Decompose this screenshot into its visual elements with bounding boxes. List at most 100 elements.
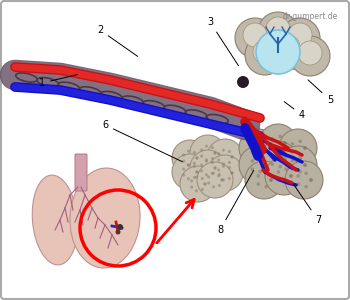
Circle shape	[257, 174, 260, 178]
Circle shape	[279, 129, 317, 167]
Circle shape	[251, 167, 254, 171]
Circle shape	[289, 174, 293, 178]
Circle shape	[214, 152, 217, 154]
Circle shape	[205, 160, 208, 163]
Circle shape	[182, 167, 185, 170]
Circle shape	[271, 145, 274, 149]
Circle shape	[196, 170, 198, 173]
Circle shape	[309, 178, 313, 182]
Circle shape	[193, 176, 196, 179]
Text: 5: 5	[308, 80, 333, 105]
Text: 7: 7	[294, 184, 321, 225]
Circle shape	[276, 170, 280, 174]
Circle shape	[205, 173, 208, 176]
Circle shape	[187, 164, 190, 167]
Circle shape	[214, 167, 217, 170]
Circle shape	[180, 166, 216, 202]
Circle shape	[303, 146, 307, 150]
Text: 6: 6	[102, 120, 182, 162]
Circle shape	[228, 177, 231, 180]
Circle shape	[235, 18, 275, 58]
Circle shape	[258, 157, 262, 160]
Text: 2: 2	[97, 25, 138, 56]
Circle shape	[278, 165, 282, 169]
Circle shape	[276, 178, 280, 182]
Circle shape	[298, 170, 302, 173]
Circle shape	[197, 162, 233, 198]
Circle shape	[203, 182, 206, 185]
Circle shape	[271, 154, 274, 158]
Circle shape	[116, 230, 120, 235]
Circle shape	[264, 185, 268, 188]
Circle shape	[231, 172, 233, 175]
Circle shape	[279, 146, 317, 184]
Circle shape	[187, 163, 190, 166]
Ellipse shape	[70, 168, 140, 268]
Circle shape	[203, 182, 206, 185]
Circle shape	[220, 178, 224, 182]
Circle shape	[200, 154, 203, 158]
Circle shape	[263, 146, 267, 150]
Circle shape	[257, 182, 260, 186]
Circle shape	[289, 174, 293, 178]
Circle shape	[217, 152, 220, 155]
Circle shape	[258, 12, 298, 52]
FancyBboxPatch shape	[75, 154, 87, 191]
Circle shape	[172, 140, 208, 176]
Circle shape	[263, 146, 267, 150]
Circle shape	[190, 150, 226, 186]
Circle shape	[228, 150, 231, 153]
Ellipse shape	[32, 175, 78, 265]
Circle shape	[190, 135, 226, 171]
Circle shape	[303, 146, 307, 150]
Circle shape	[190, 179, 193, 182]
Circle shape	[303, 163, 307, 167]
Circle shape	[211, 146, 214, 149]
Circle shape	[217, 175, 220, 178]
Circle shape	[259, 141, 297, 179]
Circle shape	[214, 152, 217, 154]
Circle shape	[182, 173, 185, 176]
Circle shape	[280, 18, 320, 58]
Circle shape	[304, 185, 308, 188]
Circle shape	[258, 153, 262, 157]
Circle shape	[193, 151, 196, 154]
Circle shape	[237, 76, 249, 88]
Circle shape	[283, 141, 287, 145]
Circle shape	[231, 155, 233, 158]
Circle shape	[266, 17, 290, 41]
Text: 1: 1	[39, 75, 77, 88]
Circle shape	[205, 158, 208, 161]
Circle shape	[304, 172, 308, 175]
Circle shape	[190, 185, 193, 188]
Circle shape	[284, 167, 288, 171]
Circle shape	[290, 167, 294, 171]
Circle shape	[207, 182, 210, 184]
Circle shape	[117, 224, 123, 230]
Circle shape	[253, 40, 277, 64]
Circle shape	[200, 164, 203, 166]
Circle shape	[201, 177, 204, 180]
Circle shape	[228, 161, 231, 164]
Circle shape	[211, 161, 214, 164]
Circle shape	[251, 142, 254, 146]
Circle shape	[205, 145, 208, 148]
Circle shape	[296, 182, 300, 186]
Circle shape	[263, 163, 267, 167]
Circle shape	[283, 158, 287, 162]
Circle shape	[207, 139, 243, 175]
Circle shape	[217, 158, 220, 161]
Circle shape	[231, 172, 233, 175]
Circle shape	[196, 157, 198, 160]
Circle shape	[296, 174, 300, 178]
Text: 3: 3	[207, 17, 238, 66]
Circle shape	[211, 172, 214, 175]
Circle shape	[290, 159, 294, 163]
Text: 8: 8	[217, 170, 254, 235]
Circle shape	[268, 30, 308, 70]
Circle shape	[218, 173, 221, 176]
Circle shape	[288, 23, 312, 47]
Circle shape	[256, 30, 300, 74]
Circle shape	[187, 150, 190, 153]
Circle shape	[231, 155, 233, 158]
